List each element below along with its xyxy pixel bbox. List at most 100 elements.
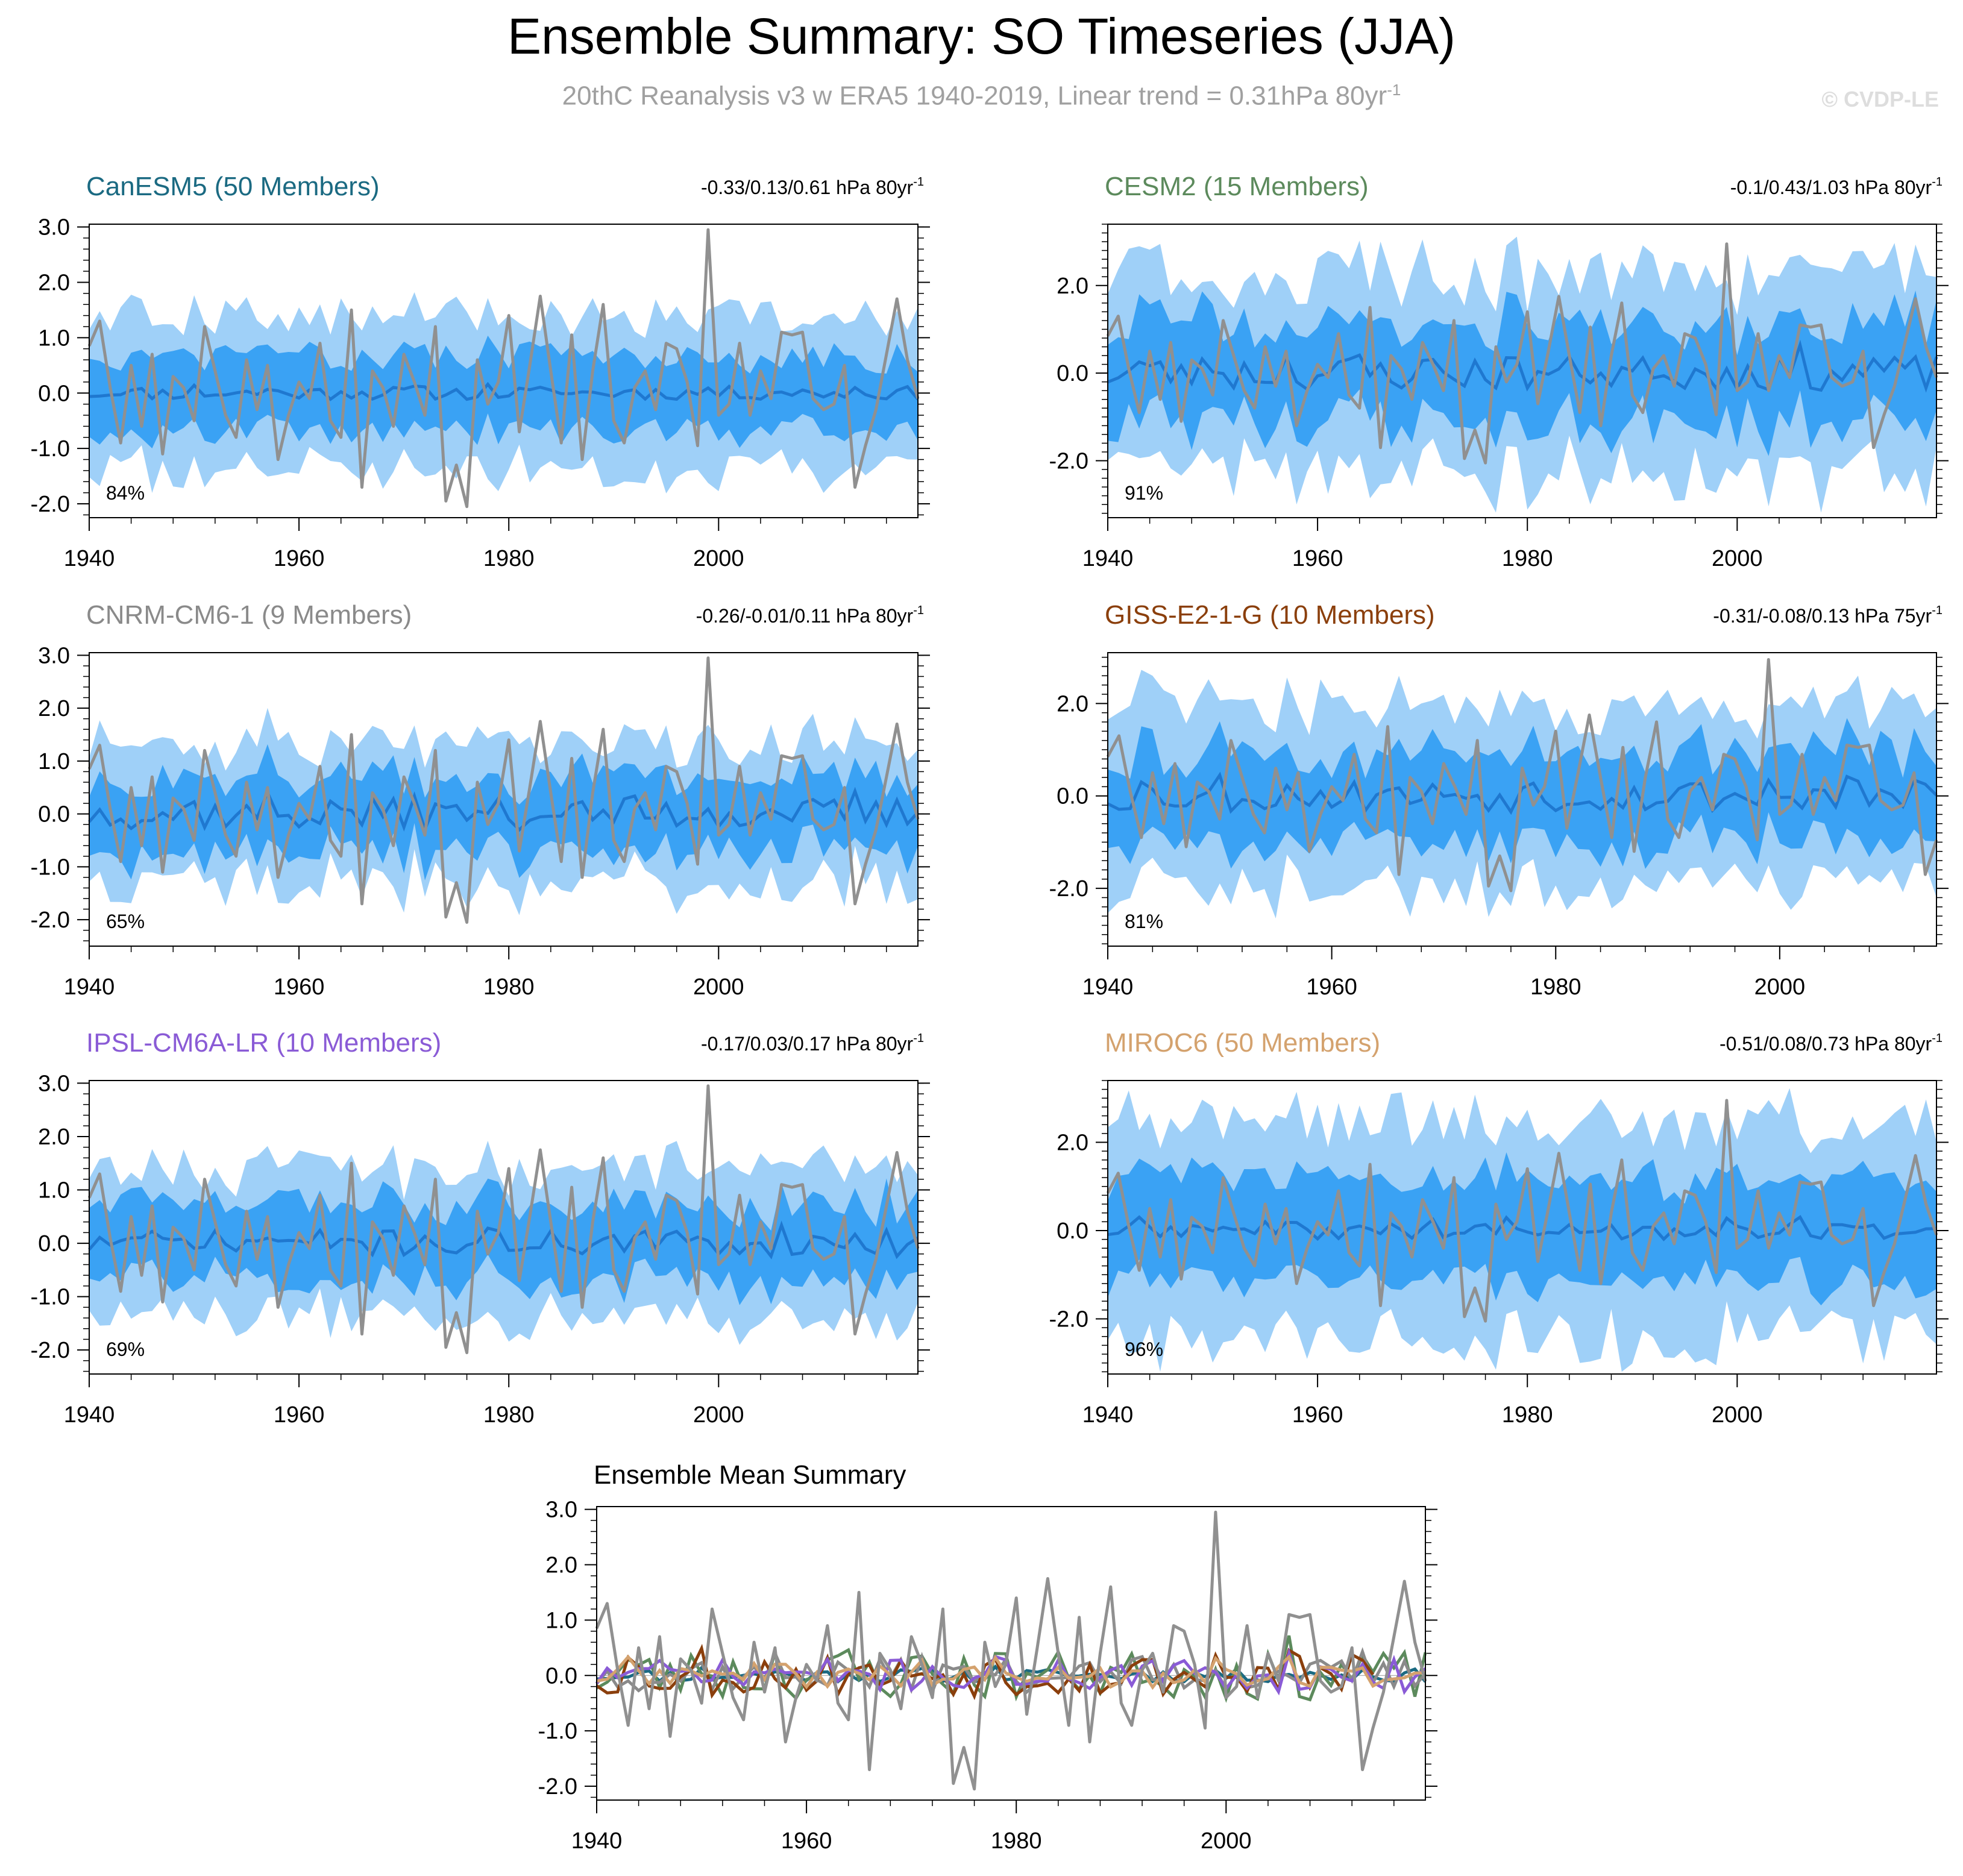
panel-miroc6-ytick-label: 2.0	[1057, 1131, 1088, 1156]
panel-giss-e2-1-g-percentage: 81%	[1125, 911, 1163, 932]
summary-ytick-label: 1.0	[545, 1608, 577, 1633]
panel-ipsl-cm6a-lr-xtick-label: 1980	[483, 1402, 535, 1428]
panel-cnrm-cm6-1-xtick-label: 1980	[483, 974, 535, 1000]
summary-observed-line	[595, 1510, 1427, 1791]
panel-cnrm-cm6-1-ytick-label: -1.0	[31, 855, 70, 880]
panel-cnrm-cm6-1-xtick-label: 1940	[64, 974, 115, 1000]
panel-miroc6: MIROC6 (50 Members) -0.51/0.08/0.73 hPa 8…	[1049, 1028, 1949, 1428]
copyright-label: © CVDP-LE	[1821, 87, 1939, 111]
panel-cnrm-cm6-1-ytick-label: 2.0	[38, 696, 70, 721]
panel-cnrm-cm6-1-frame	[89, 652, 919, 947]
panel-ipsl-cm6a-lr-observed-line	[87, 1084, 920, 1355]
panel-giss-e2-1-g-frame	[1107, 652, 1937, 947]
summary-series-canesm5	[596, 1664, 1427, 1684]
summary-series-miroc6	[596, 1654, 1426, 1690]
summary-ytick-label: -2.0	[538, 1774, 577, 1799]
panel-canesm5-ytick-label: 2.0	[38, 270, 70, 295]
panel-ipsl-cm6a-lr-ytick-label: 3.0	[38, 1071, 70, 1096]
summary-xtick-label: 2000	[1201, 1828, 1252, 1854]
panel-cesm2-xtick-label: 1980	[1502, 546, 1553, 571]
summary-frame	[596, 1506, 1426, 1801]
panel-canesm5-title: CanESM5 (50 Members)	[86, 172, 380, 201]
panel-canesm5-xtick-label: 2000	[693, 546, 744, 571]
summary-ytick-label: 2.0	[545, 1552, 577, 1578]
panel-ipsl-cm6a-lr-ytick-label: -2.0	[31, 1338, 70, 1363]
panel-cesm2-band-outer	[1108, 236, 1936, 513]
panel-canesm5-ytick-label: -1.0	[31, 436, 70, 462]
page-title: Ensemble Summary: SO Timeseries (JJA)	[507, 8, 1456, 64]
panel-cnrm-cm6-1-ytick-label: -2.0	[31, 908, 70, 933]
panel-giss-e2-1-g-xtick-label: 2000	[1754, 974, 1806, 1000]
panel-giss-e2-1-g-ytick-label: 0.0	[1057, 784, 1088, 809]
panel-cnrm-cm6-1: CNRM-CM6-1 (9 Members) -0.26/-0.01/0.11 h…	[31, 600, 930, 1000]
panel-cesm2-xtick-label: 2000	[1712, 546, 1763, 571]
panel-giss-e2-1-g-ytick-label: -2.0	[1049, 876, 1088, 902]
panel-cesm2-percentage: 91%	[1125, 482, 1163, 504]
panel-giss-e2-1-g-ytick-label: 2.0	[1057, 691, 1088, 717]
panel-giss-e2-1-g-band-inner	[1108, 718, 1936, 869]
panel-ipsl-cm6a-lr-band-outer	[89, 1141, 918, 1345]
panel-cnrm-cm6-1-percentage: 65%	[106, 911, 145, 932]
panel-giss-e2-1-g-title: GISS-E2-1-G (10 Members)	[1105, 600, 1435, 630]
panel-cnrm-cm6-1-band-inner	[89, 744, 918, 880]
panel-giss-e2-1-g-observed-line	[1106, 658, 1938, 893]
panel-canesm5-trend: -0.33/0.13/0.61 hPa 80yr-1	[701, 175, 924, 198]
panel-giss-e2-1-g-trend: -0.31/-0.08/0.13 hPa 75yr-1	[1713, 604, 1943, 627]
panel-cesm2-ytick-label: -2.0	[1049, 449, 1088, 474]
panel-cnrm-cm6-1-xtick-label: 2000	[693, 974, 744, 1000]
panel-miroc6-trend: -0.51/0.08/0.73 hPa 80yr-1	[1720, 1032, 1943, 1055]
panel-ipsl-cm6a-lr-trend: -0.17/0.03/0.17 hPa 80yr-1	[701, 1032, 924, 1055]
summary-title: Ensemble Mean Summary	[594, 1460, 906, 1490]
panel-cnrm-cm6-1-band-outer	[89, 707, 918, 915]
panel-canesm5-ytick-label: 0.0	[38, 381, 70, 406]
panel-miroc6-xtick-label: 2000	[1712, 1402, 1763, 1428]
panel-cesm2-ytick-label: 0.0	[1057, 361, 1088, 386]
panel-cnrm-cm6-1-xtick-label: 1960	[274, 974, 325, 1000]
panel-cesm2-title: CESM2 (15 Members)	[1105, 172, 1369, 201]
panel-canesm5: CanESM5 (50 Members) -0.33/0.13/0.61 hPa …	[31, 172, 930, 571]
panel-ipsl-cm6a-lr-percentage: 69%	[106, 1338, 145, 1360]
panel-ipsl-cm6a-lr-xtick-label: 2000	[693, 1402, 744, 1428]
subtitle-superscript: -1	[1387, 81, 1401, 99]
panel-canesm5-ytick-label: 3.0	[38, 215, 70, 240]
panel-cnrm-cm6-1-observed-line	[87, 656, 920, 924]
panel-canesm5-xtick-label: 1940	[64, 546, 115, 571]
panel-ipsl-cm6a-lr-ytick-label: 0.0	[38, 1231, 70, 1256]
panel-canesm5-frame	[89, 224, 919, 518]
panel-canesm5-xtick-label: 1980	[483, 546, 535, 571]
panel-miroc6-xtick-label: 1980	[1502, 1402, 1553, 1428]
panel-canesm5-ensemble-mean-line	[89, 381, 919, 401]
panel-cesm2-frame	[1107, 224, 1937, 518]
summary-ytick-label: 3.0	[545, 1498, 577, 1523]
panel-ipsl-cm6a-lr-xtick-label: 1960	[274, 1402, 325, 1428]
panel-ipsl-cm6a-lr-ytick-label: 1.0	[38, 1178, 70, 1203]
panel-ipsl-cm6a-lr-title: IPSL-CM6A-LR (10 Members)	[86, 1028, 441, 1058]
panel-miroc6-ytick-label: -2.0	[1049, 1307, 1088, 1332]
panel-giss-e2-1-g: GISS-E2-1-G (10 Members) -0.31/-0.08/0.13…	[1049, 600, 1949, 1000]
panel-ipsl-cm6a-lr-xtick-label: 1940	[64, 1402, 115, 1428]
panel-cesm2-ensemble-mean-line	[1107, 339, 1938, 393]
panel-ipsl-cm6a-lr-ytick-label: -1.0	[31, 1285, 70, 1310]
summary-xtick-label: 1940	[571, 1828, 623, 1854]
panel-cesm2-xtick-label: 1940	[1082, 546, 1134, 571]
page-subtitle: 20thC Reanalysis v3 w ERA5 1940-2019, Li…	[0, 82, 1963, 110]
panel-giss-e2-1-g-xtick-label: 1960	[1306, 974, 1357, 1000]
panel-miroc6-percentage: 96%	[1125, 1338, 1163, 1360]
panel-cesm2-xtick-label: 1960	[1292, 546, 1343, 571]
panel-canesm5-ytick-label: 1.0	[38, 325, 70, 351]
panel-cesm2: CESM2 (15 Members) -0.1/0.43/1.03 hPa 80y…	[1049, 172, 1949, 571]
panel-miroc6-frame	[1107, 1080, 1937, 1375]
panel-canesm5-observed-line	[87, 228, 920, 509]
panel-cesm2-ytick-label: 2.0	[1057, 274, 1088, 299]
panel-canesm5-xtick-label: 1960	[274, 546, 325, 571]
panel-cnrm-cm6-1-ensemble-mean-line	[88, 786, 919, 834]
panel-cnrm-cm6-1-ytick-label: 1.0	[38, 749, 70, 774]
panel-canesm5-band-inner	[89, 335, 918, 448]
panel-giss-e2-1-g-xtick-label: 1980	[1530, 974, 1581, 1000]
panel-miroc6-observed-line	[1106, 1099, 1938, 1323]
panel-ipsl-cm6a-lr-frame	[89, 1080, 919, 1375]
panel-miroc6-ytick-label: 0.0	[1057, 1219, 1088, 1244]
panel-giss-e2-1-g-band-outer	[1108, 670, 1936, 918]
panel-miroc6-band-inner	[1108, 1152, 1936, 1306]
panel-ipsl-cm6a-lr-ytick-label: 2.0	[38, 1125, 70, 1150]
